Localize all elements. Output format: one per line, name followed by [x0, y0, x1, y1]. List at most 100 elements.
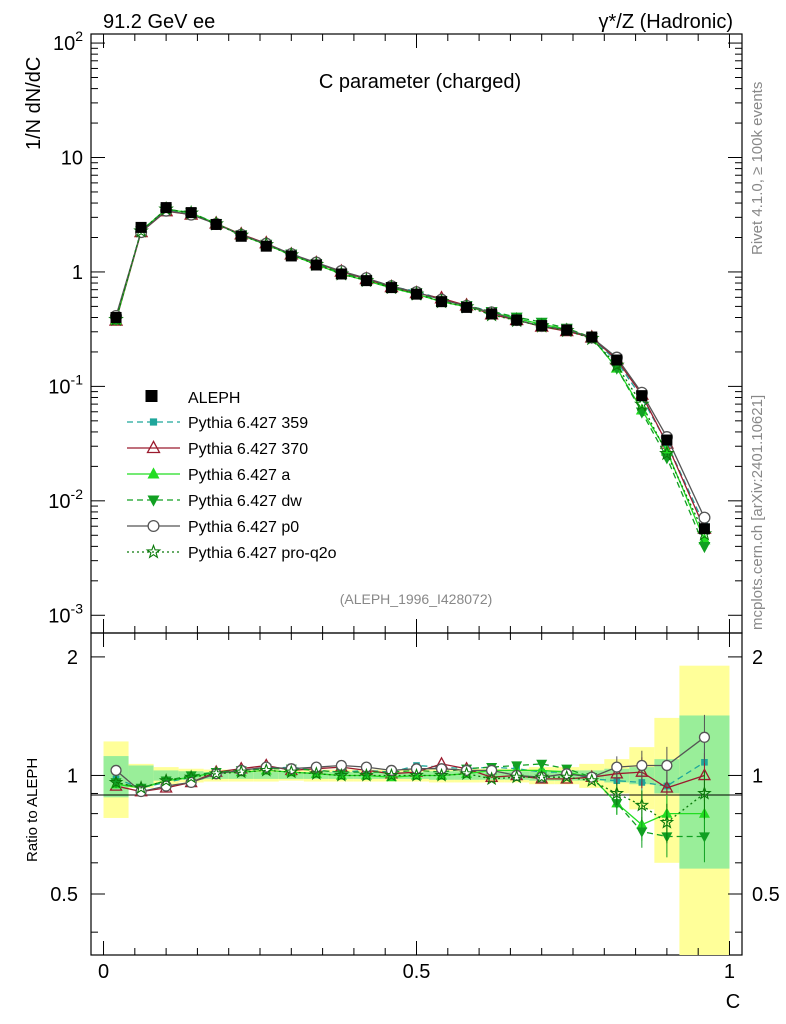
ratio-point [108, 774, 124, 789]
ratio-point [285, 763, 297, 775]
data-point [210, 218, 222, 230]
data-point [561, 324, 573, 336]
x-tick-label: 0 [98, 961, 109, 983]
legend-marker [147, 467, 160, 479]
process-label: 91.2 GeV ee [103, 11, 215, 33]
series-point [634, 396, 650, 411]
data-point [436, 296, 448, 308]
inner-band-bin [253, 772, 279, 779]
ratio-point [284, 764, 299, 779]
ratio-point [509, 769, 524, 784]
ratio-point [384, 767, 399, 782]
ratio-point [698, 832, 710, 843]
legend-label-aleph: ALEPH [188, 390, 240, 407]
y-tick-label: 102 [53, 28, 83, 55]
ratio-point [534, 769, 549, 784]
ratio-point [486, 764, 498, 776]
data-point [285, 250, 297, 262]
ratio-point [260, 761, 272, 773]
ratio-point [459, 766, 474, 780]
uncertainty-bands [103, 665, 730, 955]
chart-title: C parameter (charged) [319, 71, 521, 93]
ratio-point [110, 764, 122, 776]
ratio-point [636, 759, 648, 772]
data-point [536, 320, 548, 332]
ratio-tick-label: 2 [67, 647, 78, 669]
ratio-point [659, 814, 675, 829]
data-point [135, 221, 147, 233]
ratio-tick-label-right: 1 [752, 765, 763, 787]
legend: ALEPH Pythia 6.427 359 Pythia 6.427 370 Pyt… [127, 390, 337, 562]
data-point [260, 240, 272, 252]
legend-marker [147, 519, 160, 533]
data-point [661, 434, 673, 446]
y-tick-label: 10-1 [48, 371, 83, 398]
ratio-tick-label-right: 0.5 [752, 884, 780, 906]
ratio-point [697, 785, 712, 800]
ratio-point [634, 797, 650, 812]
ratio-point [536, 759, 548, 770]
ratio-point [158, 772, 174, 787]
ratio-point [460, 764, 473, 776]
data-point [511, 314, 523, 326]
series-point [698, 533, 711, 545]
data-point [486, 308, 498, 320]
ratio-point [258, 762, 274, 777]
ratio-series-group [108, 714, 712, 863]
ratio-point [360, 761, 373, 773]
data-point [461, 301, 473, 313]
ratio-point [698, 731, 711, 743]
x-tick-label: 1 [724, 961, 735, 983]
ratio-axis-ticks: 0.5 0.5 1 1 2 2 0 0.5 1 [50, 633, 780, 983]
data-point [636, 390, 648, 402]
legend-label: Pythia 6.427 a [188, 467, 290, 484]
ratio-tick-label-right: 2 [752, 647, 763, 669]
legend-marker [146, 440, 161, 454]
ratio-point [636, 827, 648, 838]
ratio-point [133, 780, 149, 795]
data-point [360, 275, 372, 287]
ratio-panel: 0.5 0.5 1 1 2 2 0 0.5 1 Ratio to ALEPH C [24, 632, 780, 1013]
main-axis-ticks: 10-3 10-2 10-1 1 10 102 [48, 28, 742, 633]
ratio-series-line [115, 763, 705, 838]
series-point [698, 511, 711, 524]
ratio-point [335, 767, 347, 779]
ratio-point [511, 761, 523, 772]
data-point [310, 259, 322, 271]
ratio-point [359, 767, 374, 782]
y-tick-label: 1 [72, 262, 83, 284]
main-panel: 10-3 10-2 10-1 1 10 102 C parameter (charged)… [23, 28, 743, 634]
analysis-label: (ALEPH_1996_I428072) [340, 591, 493, 607]
ratio-tick-label: 1 [67, 765, 78, 787]
data-point [385, 282, 397, 294]
inner-band-bin [128, 765, 154, 787]
legend-label: Pythia 6.427 370 [188, 441, 308, 458]
ratio-point [559, 769, 575, 784]
ratio-tick-label: 0.5 [50, 884, 78, 906]
ratio-point [561, 768, 573, 780]
legend-label: Pythia 6.427 dw [188, 493, 302, 510]
ratio-point [434, 767, 449, 782]
data-point [698, 523, 710, 535]
channel-label: γ*/Z (Hadronic) [599, 11, 733, 33]
series-line [115, 208, 705, 541]
ratio-point [309, 766, 324, 780]
series-point [698, 541, 711, 554]
x-tick-label: 0.5 [403, 961, 431, 983]
data-point [411, 288, 422, 300]
series-point [659, 445, 675, 461]
ratio-point [609, 785, 625, 800]
ratio-point [660, 780, 674, 793]
x-axis-label: C [726, 991, 740, 1013]
ratio-point [409, 767, 424, 782]
y-axis-label: 1/N dN/dC [23, 57, 45, 150]
main-frame [90, 33, 743, 634]
ratio-point [185, 771, 197, 782]
rivet-version-label: Rivet 4.1.0, ≥ 100k events [749, 82, 766, 255]
data-point [611, 354, 623, 366]
data-point [235, 230, 247, 242]
legend-marker [149, 418, 158, 426]
ratio-point [586, 771, 598, 783]
data-point [185, 207, 197, 219]
